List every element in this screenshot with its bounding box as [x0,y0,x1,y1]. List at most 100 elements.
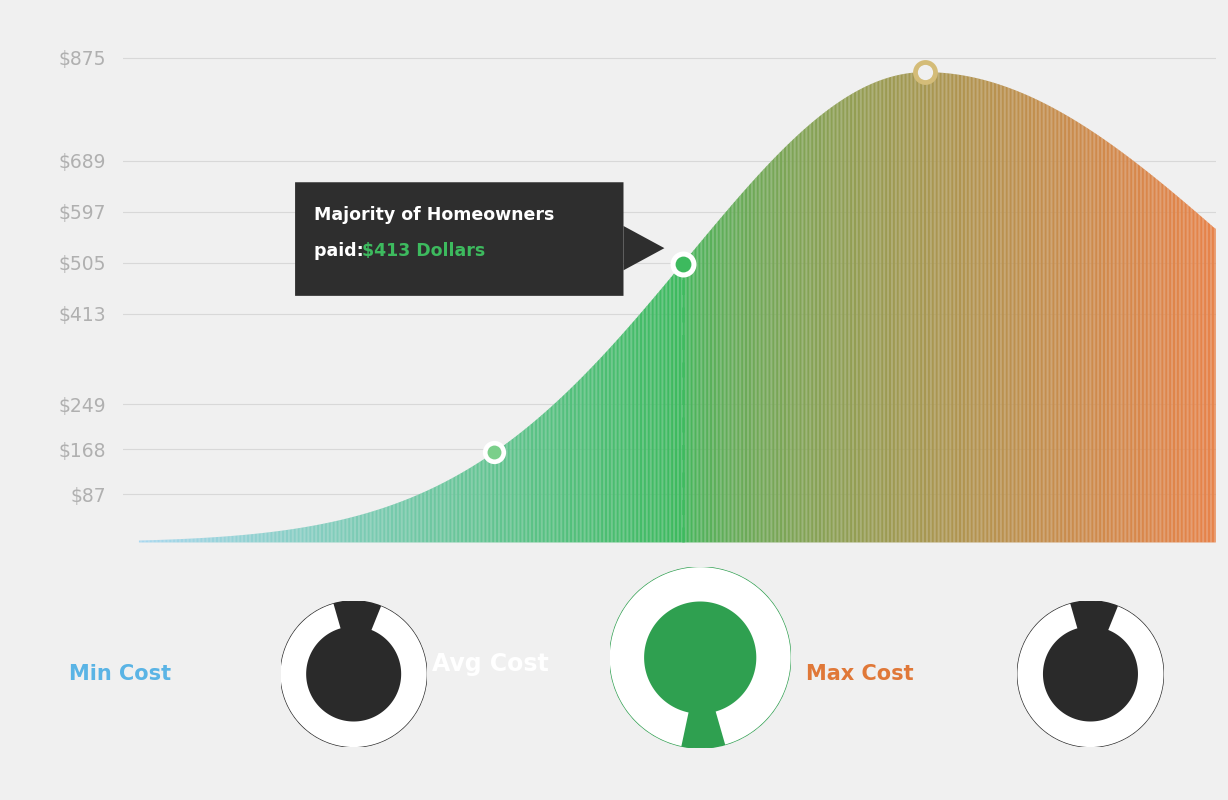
Polygon shape [1019,92,1020,542]
Polygon shape [596,362,597,542]
Polygon shape [696,246,698,542]
Polygon shape [327,523,328,542]
Polygon shape [313,526,314,542]
Polygon shape [555,402,556,542]
Polygon shape [538,418,539,542]
Polygon shape [723,214,725,542]
Polygon shape [901,74,903,542]
Polygon shape [225,536,226,542]
Polygon shape [582,376,583,542]
Text: $413: $413 [672,654,729,674]
Polygon shape [865,86,866,542]
Polygon shape [147,540,149,542]
Polygon shape [586,372,587,542]
Polygon shape [335,521,336,542]
Polygon shape [212,538,215,542]
Polygon shape [330,522,332,542]
Polygon shape [1009,88,1011,542]
Polygon shape [1008,88,1009,542]
Polygon shape [1033,98,1034,542]
Polygon shape [413,497,414,542]
Polygon shape [432,487,433,542]
Polygon shape [454,476,456,542]
Polygon shape [182,539,183,542]
Polygon shape [898,75,899,542]
Polygon shape [619,336,621,542]
Polygon shape [1029,96,1030,542]
Polygon shape [149,540,150,542]
Polygon shape [694,249,695,542]
Polygon shape [955,74,958,542]
Polygon shape [1074,120,1076,542]
Polygon shape [257,534,258,542]
Polygon shape [993,82,995,542]
Polygon shape [922,72,923,542]
Polygon shape [1044,103,1045,542]
Polygon shape [501,446,502,542]
Polygon shape [517,434,518,542]
Polygon shape [630,324,631,542]
Polygon shape [657,292,658,542]
Polygon shape [405,499,406,542]
Polygon shape [809,124,810,542]
Polygon shape [435,486,436,542]
Polygon shape [303,527,305,542]
Polygon shape [914,73,916,542]
Polygon shape [798,134,799,542]
Polygon shape [394,503,397,542]
Polygon shape [341,519,343,542]
Polygon shape [600,357,602,542]
Polygon shape [351,517,352,542]
Polygon shape [1165,186,1168,542]
Polygon shape [314,526,316,542]
Polygon shape [626,328,628,542]
Polygon shape [647,303,650,542]
Polygon shape [145,540,146,542]
Polygon shape [1092,131,1093,542]
Polygon shape [433,487,435,542]
Polygon shape [549,407,551,542]
Polygon shape [173,539,174,542]
Polygon shape [734,201,736,542]
Polygon shape [927,72,930,542]
Polygon shape [1187,205,1189,542]
Polygon shape [733,202,734,542]
Polygon shape [621,334,623,542]
Polygon shape [217,537,219,542]
Polygon shape [258,534,259,542]
Polygon shape [1041,102,1043,542]
Polygon shape [252,534,253,542]
Polygon shape [632,321,635,542]
Polygon shape [689,254,691,542]
Polygon shape [646,305,647,542]
Polygon shape [877,82,878,542]
Polygon shape [204,538,205,542]
Polygon shape [431,488,432,542]
Polygon shape [944,73,946,542]
Polygon shape [512,438,513,542]
Polygon shape [624,226,664,270]
Polygon shape [1162,183,1163,542]
Point [673,258,693,270]
Polygon shape [825,111,826,542]
Polygon shape [1100,137,1102,542]
Polygon shape [1132,160,1133,542]
Polygon shape [399,502,400,542]
Polygon shape [163,540,165,542]
Polygon shape [404,500,405,542]
Polygon shape [1102,138,1103,542]
Polygon shape [221,537,222,542]
Polygon shape [476,463,478,542]
Polygon shape [890,77,892,542]
Polygon shape [814,119,815,542]
Polygon shape [770,161,771,542]
Polygon shape [209,538,210,542]
Polygon shape [772,158,774,542]
Polygon shape [1156,178,1157,542]
Polygon shape [1014,90,1016,542]
Polygon shape [188,538,189,542]
Polygon shape [523,430,524,542]
Polygon shape [744,189,745,542]
Polygon shape [1028,95,1029,542]
Polygon shape [576,382,577,542]
